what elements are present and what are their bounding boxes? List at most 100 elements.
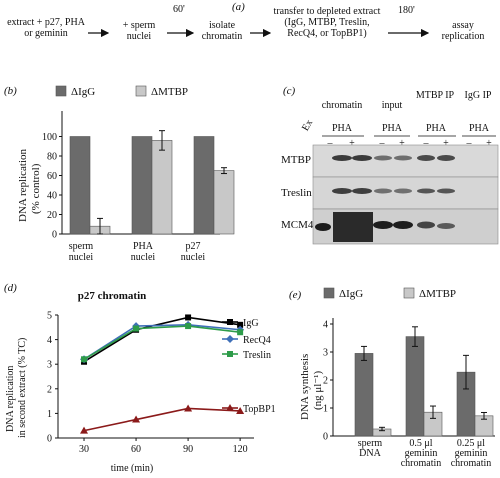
- d-y-label-2: in second extract (% TC): [17, 337, 28, 438]
- point: [132, 415, 141, 423]
- legend-label: TopBP1: [243, 404, 276, 415]
- y-tick-label: 4: [47, 335, 52, 346]
- b-cat-2-line2: nuclei: [130, 252, 156, 263]
- legend-swatch: [55, 85, 67, 97]
- legend-swatch: [403, 287, 415, 299]
- y-tick-label: 3: [323, 348, 328, 359]
- e-cat-2-line3: chromatin: [400, 458, 442, 469]
- blot-row-mtbp: MTBP: [281, 154, 311, 166]
- sign-5: –: [423, 138, 429, 149]
- x-tick-label: 120: [233, 444, 248, 455]
- group-mtbp-ip: MTBP IP: [415, 90, 455, 101]
- blot-row-treslin: Treslin: [281, 187, 312, 199]
- y-tick-label: 40: [47, 191, 57, 202]
- point: [226, 335, 234, 343]
- band-mcm4-ex: [315, 223, 331, 231]
- legend-swatch: [323, 287, 335, 299]
- b-cat-3-line1: p27: [185, 241, 201, 252]
- band-treslin-2: [352, 188, 372, 194]
- blot-row-mcm4: MCM4: [281, 219, 314, 231]
- step-isolate-chromatin: isolate chromatin: [201, 20, 243, 42]
- y-tick-label: 0: [52, 230, 57, 241]
- group-underlines: [322, 135, 496, 137]
- flow-arrows: [88, 28, 430, 38]
- band-mcm4-4: [393, 221, 413, 229]
- band-mtbp-2: [352, 155, 372, 161]
- series-line: [83, 325, 241, 360]
- b-y-label-1: DNA replication: [17, 148, 29, 222]
- band-mtbp-5: [417, 155, 435, 161]
- bar: [151, 140, 173, 235]
- step-extract: extract + p27, PHA or geminin: [7, 17, 85, 39]
- band-mtbp-4: [394, 155, 412, 161]
- time-180: 180': [398, 5, 415, 16]
- b-cat-1-line2: nuclei: [68, 252, 94, 263]
- e-cat-2-line1: 0.5 μl: [409, 438, 433, 449]
- group-chromatin: chromatin: [321, 100, 363, 111]
- e-cat-1-line1: sperm: [357, 438, 383, 449]
- d-title: p27 chromatin: [77, 290, 147, 302]
- sign-8: +: [486, 138, 492, 149]
- series-line: [83, 316, 241, 363]
- panel-c-letter: (c): [283, 85, 296, 97]
- legend-label: RecQ4: [243, 335, 271, 346]
- y-tick-label: 1: [47, 409, 52, 420]
- y-tick-label: 0: [323, 432, 328, 443]
- step-assay-replication: assay replication: [441, 20, 485, 42]
- blot-strip-treslin: [312, 176, 499, 210]
- y-tick-label: 20: [47, 210, 57, 221]
- time-60: 60': [173, 4, 185, 15]
- e-cat-2-line2: geminin: [404, 448, 438, 459]
- e-cat-3-line1: 0.25 μl: [456, 438, 486, 449]
- d-y-label-1: DNA replication: [5, 365, 16, 432]
- band-mcm4-5: [417, 221, 435, 229]
- e-y-label-2: (ng μl⁻¹): [312, 370, 324, 410]
- band-mcm4-6: [437, 223, 455, 229]
- e-cat-3-line3: chromatin: [450, 458, 492, 469]
- x-tick-label: 90: [183, 444, 193, 455]
- sign-2: +: [349, 138, 355, 149]
- band-treslin-6: [437, 188, 455, 194]
- band-mcm4-3: [373, 221, 393, 229]
- point: [81, 356, 88, 363]
- panel-a-letter: (a): [232, 1, 245, 13]
- sign-4: +: [399, 138, 405, 149]
- bar: [69, 136, 91, 235]
- point: [237, 321, 244, 328]
- point: [80, 426, 89, 434]
- pha-mtbp-ip: PHA: [425, 123, 447, 134]
- blot-strip-mtbp: [312, 144, 499, 178]
- bar: [213, 170, 235, 235]
- point: [185, 323, 192, 330]
- y-tick-label: 2: [323, 376, 328, 387]
- legend-label: ΔMTBP: [419, 288, 456, 300]
- b-y-label-2: (% control): [30, 163, 42, 214]
- legend-swatch: [135, 85, 147, 97]
- point: [133, 325, 140, 332]
- y-tick-label: 3: [47, 360, 52, 371]
- y-tick-label: 1: [323, 404, 328, 415]
- b-cat-3-line2: nuclei: [180, 252, 206, 263]
- bar: [131, 136, 153, 235]
- series-line: [83, 324, 241, 360]
- point: [185, 314, 192, 321]
- pha-input: PHA: [381, 123, 403, 134]
- bar: [405, 336, 425, 437]
- pha-chromatin: PHA: [331, 123, 353, 134]
- band-mtbp-1: [332, 155, 352, 161]
- e-cat-1-line2: DNA: [359, 448, 381, 459]
- band-treslin-4: [394, 188, 412, 194]
- point: [226, 404, 234, 411]
- e-cat-3-line2: geminin: [454, 448, 488, 459]
- legend-label: ΔIgG: [339, 288, 363, 300]
- legend-label: ΔIgG: [71, 86, 95, 98]
- step-transfer: transfer to depleted extract (IgG, MTBP,…: [273, 6, 381, 39]
- b-cat-1-line1: sperm: [68, 241, 94, 252]
- y-tick-label: 2: [47, 384, 52, 395]
- d-x-label: time (min): [110, 463, 154, 474]
- band-treslin-5: [417, 188, 435, 194]
- point: [227, 319, 233, 325]
- legend-label: Treslin: [243, 350, 271, 361]
- band-mcm4-chromatin: [333, 212, 373, 242]
- pha-igg-ip: PHA: [468, 123, 490, 134]
